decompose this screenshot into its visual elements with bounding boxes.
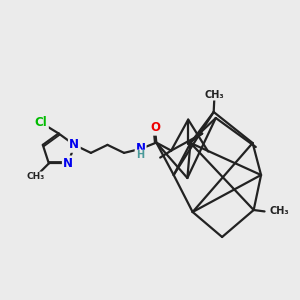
Text: N: N — [63, 157, 73, 170]
Text: O: O — [150, 121, 160, 134]
Text: H: H — [136, 150, 145, 160]
Text: N: N — [136, 142, 146, 155]
Text: CH₃: CH₃ — [27, 172, 45, 181]
Text: Cl: Cl — [35, 116, 47, 129]
Text: N: N — [69, 138, 79, 152]
Text: CH₃: CH₃ — [204, 90, 224, 100]
Text: CH₃: CH₃ — [270, 206, 289, 216]
